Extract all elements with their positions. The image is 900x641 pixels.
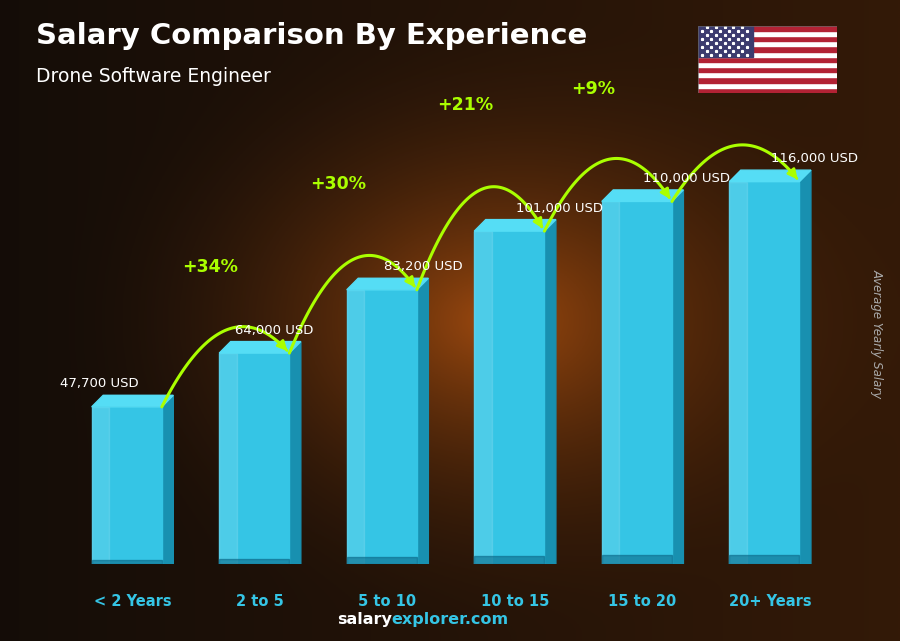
Text: 83,200 USD: 83,200 USD: [384, 260, 463, 273]
Polygon shape: [92, 560, 162, 564]
Polygon shape: [346, 290, 364, 564]
Text: 10 to 15: 10 to 15: [481, 594, 549, 609]
Text: +5%: +5%: [698, 76, 742, 94]
Polygon shape: [698, 78, 837, 83]
Text: < 2 Years: < 2 Years: [94, 594, 171, 609]
Polygon shape: [698, 26, 837, 31]
Text: 2 to 5: 2 to 5: [236, 594, 284, 609]
Polygon shape: [729, 181, 799, 564]
Polygon shape: [290, 342, 301, 564]
Text: Average Yearly Salary: Average Yearly Salary: [871, 269, 884, 398]
Polygon shape: [698, 83, 837, 88]
Polygon shape: [698, 72, 837, 78]
Polygon shape: [602, 201, 619, 564]
Text: Drone Software Engineer: Drone Software Engineer: [36, 67, 271, 87]
Polygon shape: [92, 395, 174, 407]
Text: 20+ Years: 20+ Years: [729, 594, 812, 609]
Polygon shape: [346, 278, 428, 290]
Polygon shape: [799, 170, 811, 564]
Text: +21%: +21%: [437, 96, 493, 114]
Polygon shape: [474, 556, 544, 564]
Polygon shape: [729, 170, 811, 181]
Text: 15 to 20: 15 to 20: [608, 594, 677, 609]
Polygon shape: [698, 36, 837, 41]
Polygon shape: [346, 290, 417, 564]
Text: 5 to 10: 5 to 10: [358, 594, 417, 609]
Polygon shape: [602, 201, 672, 564]
Polygon shape: [417, 278, 428, 564]
Polygon shape: [346, 557, 417, 564]
Polygon shape: [698, 88, 837, 93]
Polygon shape: [220, 353, 290, 564]
Polygon shape: [544, 220, 556, 564]
Polygon shape: [602, 190, 683, 201]
Text: +30%: +30%: [310, 174, 365, 192]
Polygon shape: [474, 220, 556, 231]
Polygon shape: [698, 26, 753, 56]
Polygon shape: [602, 555, 672, 564]
Polygon shape: [698, 67, 837, 72]
Polygon shape: [698, 56, 837, 62]
Text: 101,000 USD: 101,000 USD: [516, 202, 603, 215]
Polygon shape: [729, 554, 799, 564]
Polygon shape: [220, 353, 237, 564]
Polygon shape: [162, 395, 174, 564]
Polygon shape: [729, 181, 747, 564]
Text: salary: salary: [337, 612, 392, 627]
Text: 64,000 USD: 64,000 USD: [235, 324, 313, 337]
Polygon shape: [672, 190, 683, 564]
Text: 47,700 USD: 47,700 USD: [60, 378, 140, 390]
Text: +34%: +34%: [183, 258, 238, 276]
Text: 116,000 USD: 116,000 USD: [770, 152, 858, 165]
Polygon shape: [698, 46, 837, 51]
Polygon shape: [698, 51, 837, 56]
Text: +9%: +9%: [571, 79, 615, 97]
Polygon shape: [698, 31, 837, 36]
Polygon shape: [220, 342, 301, 353]
Text: explorer.com: explorer.com: [392, 612, 508, 627]
Polygon shape: [698, 41, 837, 46]
Polygon shape: [220, 559, 290, 564]
Polygon shape: [474, 231, 544, 564]
Polygon shape: [474, 231, 491, 564]
Text: Salary Comparison By Experience: Salary Comparison By Experience: [36, 22, 587, 51]
Polygon shape: [698, 62, 837, 67]
Text: 110,000 USD: 110,000 USD: [644, 172, 730, 185]
Polygon shape: [92, 407, 162, 564]
Polygon shape: [92, 407, 109, 564]
